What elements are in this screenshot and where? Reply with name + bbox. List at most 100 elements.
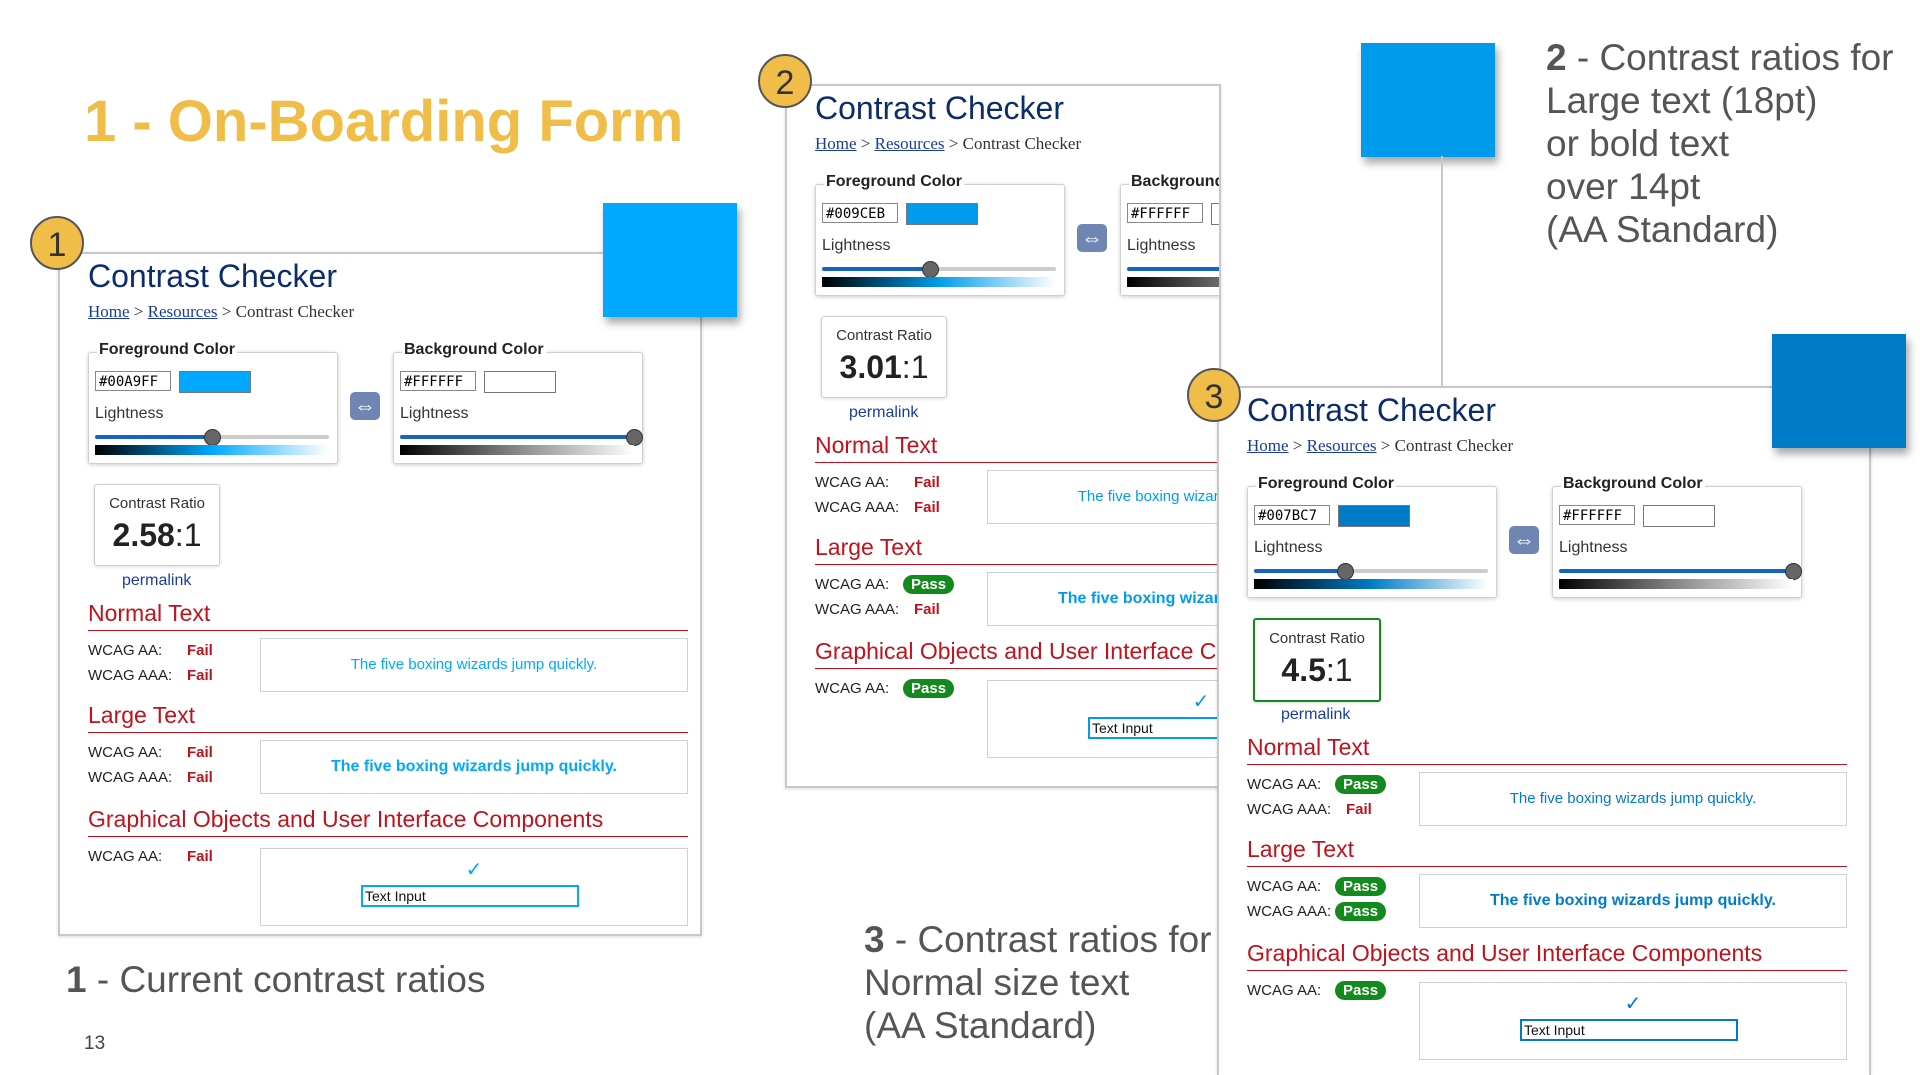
color-swatch-preview-3 xyxy=(1772,334,1906,448)
lightness-gradient xyxy=(1254,579,1488,589)
contrast-checker-screenshot-1: Contrast Checker Home > Resources > Contr… xyxy=(58,252,702,936)
breadcrumb-home-link[interactable]: Home xyxy=(88,302,130,321)
ui-components-sample: ✓ Text Input xyxy=(987,680,1219,758)
foreground-hex-input[interactable]: #007BC7 xyxy=(1254,505,1330,525)
step-badge-1: 1 xyxy=(30,216,84,270)
breadcrumb-current: Contrast Checker xyxy=(962,134,1082,153)
checker-title: Contrast Checker xyxy=(815,90,1064,126)
background-lightness-slider[interactable] xyxy=(400,429,643,446)
background-swatch[interactable] xyxy=(1643,505,1715,527)
permalink-link[interactable]: permalink xyxy=(849,404,919,421)
wcag-level-label: WCAG AA: xyxy=(815,680,890,697)
sample-text-large: The five boxing wizards jump quickly. xyxy=(987,572,1219,626)
background-hex-input[interactable]: #FFFFFF xyxy=(400,371,476,391)
section-divider xyxy=(1247,866,1847,867)
breadcrumb-resources-link[interactable]: Resources xyxy=(874,134,945,153)
breadcrumb-separator: > xyxy=(1376,436,1395,455)
slider-thumb[interactable] xyxy=(1785,563,1802,580)
contrast-ratio-label: Contrast Ratio xyxy=(836,327,932,344)
breadcrumb-separator: > xyxy=(1288,436,1307,455)
slider-thumb[interactable] xyxy=(204,429,221,446)
fail-label: Fail xyxy=(1346,801,1372,818)
wcag-level-label: WCAG AA: xyxy=(88,744,163,761)
permalink-link[interactable]: permalink xyxy=(122,572,192,589)
section-divider xyxy=(88,836,688,837)
swap-colors-button[interactable]: ⇔ xyxy=(1077,224,1107,252)
background-lightness-slider[interactable] xyxy=(1127,267,1219,271)
foreground-swatch[interactable] xyxy=(906,203,978,225)
section-divider xyxy=(88,732,688,733)
section-heading-normal: Normal Text xyxy=(88,600,211,626)
slider-thumb[interactable] xyxy=(1337,563,1355,580)
background-label: Background Color xyxy=(402,341,546,359)
sample-text-normal: The five boxing wizards jump quickly. xyxy=(260,638,688,692)
foreground-label: Foreground Color xyxy=(1256,475,1396,493)
wcag-level-label: WCAG AA: xyxy=(1247,982,1322,999)
slider-thumb[interactable] xyxy=(626,429,643,446)
breadcrumb-home-link[interactable]: Home xyxy=(1247,436,1289,455)
lightness-gradient xyxy=(1127,277,1219,287)
breadcrumb-resources-link[interactable]: Resources xyxy=(147,302,218,321)
foreground-hex-input[interactable]: #009CEB xyxy=(822,203,898,223)
swap-colors-button[interactable]: ⇔ xyxy=(1509,526,1539,554)
checker-title: Contrast Checker xyxy=(1247,392,1496,428)
page-number: 13 xyxy=(84,1033,106,1054)
background-label: Background Color xyxy=(1129,173,1219,191)
contrast-ratio-box: Contrast Ratio 3.01:1 xyxy=(821,316,947,398)
lightness-gradient xyxy=(400,445,634,455)
pass-badge: Pass xyxy=(903,679,955,698)
contrast-checker-screenshot-3: Contrast Checker Home > Resources > Contr… xyxy=(1217,386,1871,1075)
background-lightness-slider[interactable] xyxy=(1559,563,1802,580)
section-heading-large: Large Text xyxy=(815,534,922,560)
breadcrumb-resources-link[interactable]: Resources xyxy=(1306,436,1377,455)
background-hex-input[interactable]: #FFFFFF xyxy=(1559,505,1635,525)
lightness-gradient xyxy=(95,445,329,455)
foreground-panel: Foreground Color #00A9FF Lightness xyxy=(88,341,338,464)
breadcrumb-home-link[interactable]: Home xyxy=(815,134,857,153)
slider-thumb[interactable] xyxy=(921,261,939,278)
wcag-level-label: WCAG AAA: xyxy=(88,769,173,786)
sample-text-input[interactable]: Text Input xyxy=(1520,1019,1738,1041)
foreground-hex-input[interactable]: #00A9FF xyxy=(95,371,171,391)
caption-1: 1 - Current contrast ratios xyxy=(66,959,486,1000)
section-divider xyxy=(88,630,688,631)
pass-badge: Pass xyxy=(1335,981,1387,1000)
sample-text-input[interactable]: Text Input xyxy=(361,885,579,907)
wcag-level-label: WCAG AAA: xyxy=(1247,903,1332,920)
sample-text-large: The five boxing wizards jump quickly. xyxy=(1419,874,1847,928)
sample-text-large: The five boxing wizards jump quickly. xyxy=(260,740,688,794)
foreground-lightness-slider[interactable] xyxy=(1254,563,1488,580)
swap-colors-button[interactable]: ⇔ xyxy=(350,392,380,420)
sample-text-input[interactable]: Text Input xyxy=(1088,717,1219,739)
check-icon: ✓ xyxy=(465,859,483,881)
background-swatch[interactable] xyxy=(484,371,556,393)
background-panel: Background Color #FFFFFF Lightness xyxy=(393,341,643,464)
foreground-swatch[interactable] xyxy=(179,371,251,393)
section-heading-normal: Normal Text xyxy=(1247,734,1370,760)
background-panel: Background Color #FFFFFF Lightness xyxy=(1552,475,1802,598)
foreground-lightness-slider[interactable] xyxy=(95,429,329,446)
lightness-label: Lightness xyxy=(1559,539,1628,556)
section-heading-large: Large Text xyxy=(1247,836,1354,862)
wcag-level-label: WCAG AA: xyxy=(88,848,163,865)
color-swatch-preview-2 xyxy=(1361,43,1495,157)
step-badge-3: 3 xyxy=(1187,368,1241,422)
checker-title: Contrast Checker xyxy=(88,258,337,294)
foreground-lightness-slider[interactable] xyxy=(822,261,1056,278)
wcag-level-label: WCAG AAA: xyxy=(1247,801,1332,818)
section-heading-ui: Graphical Objects and User Interface Com… xyxy=(815,638,1219,664)
fail-label: Fail xyxy=(187,667,213,684)
wcag-level-label: WCAG AA: xyxy=(1247,878,1322,895)
contrast-ratio-label: Contrast Ratio xyxy=(109,495,205,512)
sample-text-normal: The five boxing wizards jump quickly. xyxy=(1419,772,1847,826)
lightness-gradient xyxy=(822,277,1056,287)
swap-icon: ⇔ xyxy=(1081,225,1103,250)
ui-components-sample: ✓ Text Input xyxy=(260,848,688,926)
permalink-link[interactable]: permalink xyxy=(1281,706,1351,723)
foreground-swatch[interactable] xyxy=(1338,505,1410,527)
lightness-label: Lightness xyxy=(95,405,164,422)
background-hex-input[interactable]: #FFFFFF xyxy=(1127,203,1203,223)
foreground-label: Foreground Color xyxy=(824,173,964,191)
background-swatch[interactable] xyxy=(1211,203,1219,225)
fail-label: Fail xyxy=(187,744,213,761)
